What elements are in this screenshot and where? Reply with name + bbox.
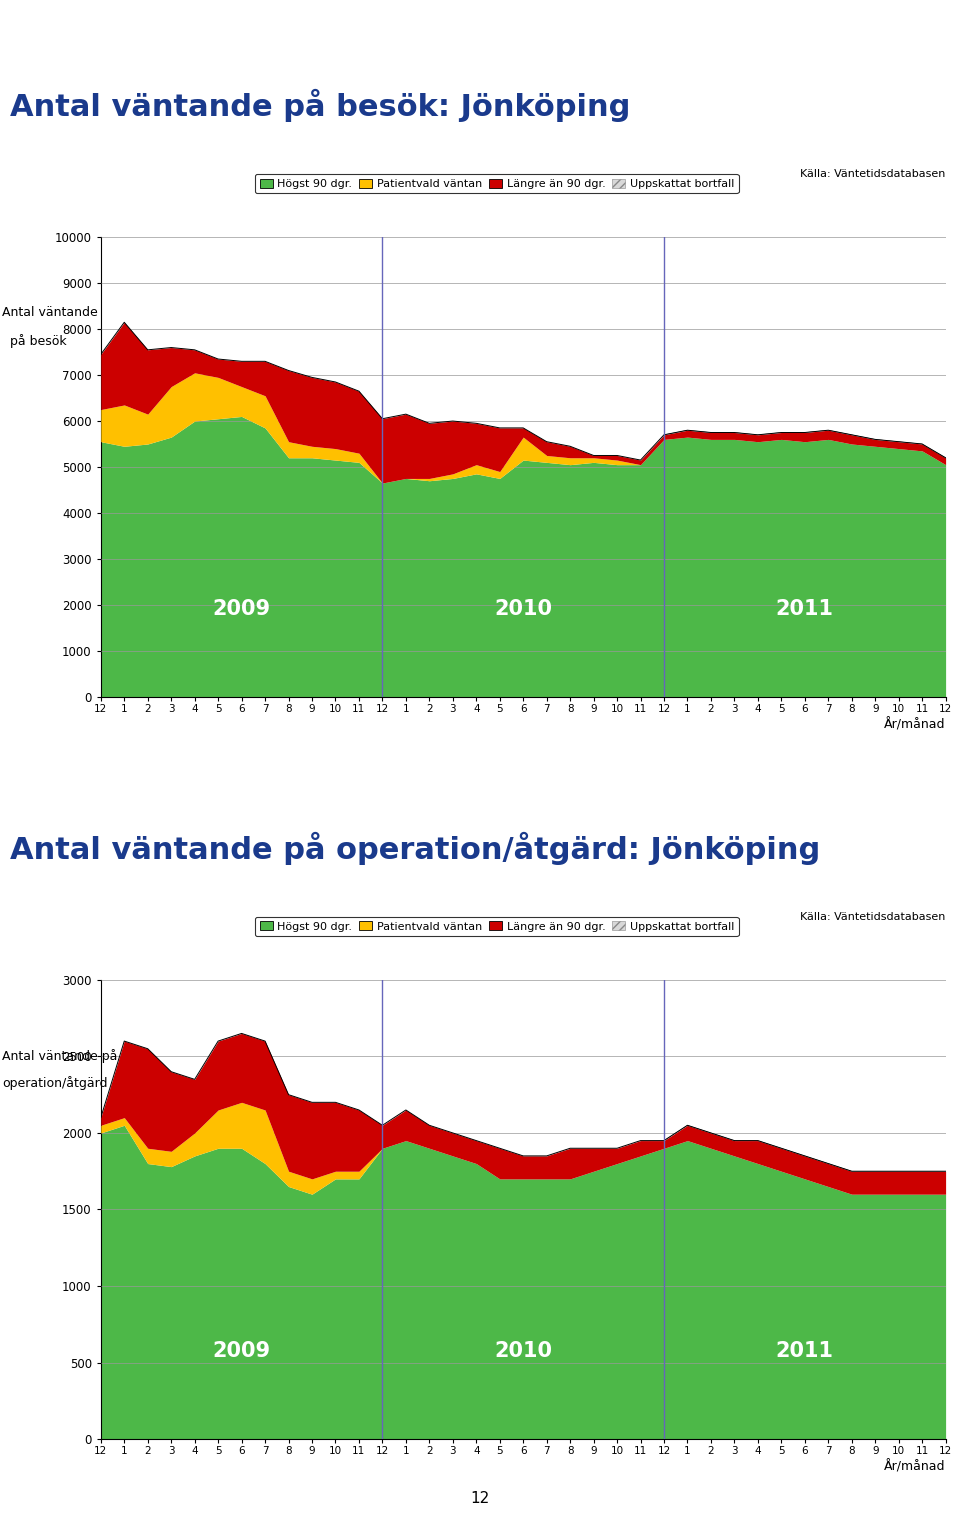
Text: Källa: Väntetidsdatabasen: Källa: Väntetidsdatabasen	[801, 911, 946, 922]
Text: på besök: på besök	[2, 334, 66, 348]
Text: Antal väntande på operation/åtgärd: Jönköping: Antal väntande på operation/åtgärd: Jönk…	[10, 831, 820, 865]
Text: 2009: 2009	[212, 599, 271, 619]
X-axis label: År/månad: År/månad	[884, 718, 946, 732]
Text: 2011: 2011	[776, 599, 834, 619]
Text: 12: 12	[470, 1491, 490, 1507]
X-axis label: År/månad: År/månad	[884, 1461, 946, 1474]
Text: 2010: 2010	[494, 599, 552, 619]
Text: Antal väntande: Antal väntande	[2, 306, 98, 318]
Text: Antal väntande på: Antal väntande på	[2, 1049, 117, 1063]
Text: Antal väntande på besök: Jönköping: Antal väntande på besök: Jönköping	[10, 89, 630, 122]
Text: 2010: 2010	[494, 1341, 552, 1361]
Text: Källa: Väntetidsdatabasen: Källa: Väntetidsdatabasen	[801, 168, 946, 179]
Legend: Högst 90 dgr., Patientvald väntan, Längre än 90 dgr., Uppskattat bortfall: Högst 90 dgr., Patientvald väntan, Längr…	[255, 917, 738, 935]
Legend: Högst 90 dgr., Patientvald väntan, Längre än 90 dgr., Uppskattat bortfall: Högst 90 dgr., Patientvald väntan, Längr…	[255, 175, 738, 193]
Text: 2009: 2009	[212, 1341, 271, 1361]
Text: operation/åtgärd: operation/åtgärd	[2, 1076, 108, 1090]
Text: 2011: 2011	[776, 1341, 834, 1361]
